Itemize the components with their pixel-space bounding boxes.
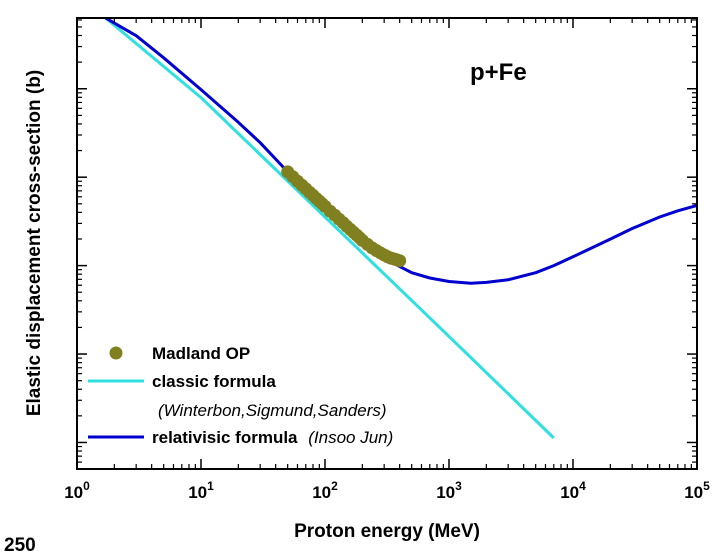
legend-marker-madland: [109, 346, 123, 360]
legend-note-relativistic: (Insoo Jun): [308, 428, 393, 447]
series-line-2: [104, 18, 697, 285]
legend-label-madland: Madland OP: [152, 344, 250, 363]
x-tick-label: 102: [312, 479, 338, 502]
series-line-1: [104, 18, 555, 440]
x-tick-label: 101: [188, 479, 214, 502]
annotation-label: p+Fe: [470, 59, 527, 86]
x-tick-label: 103: [436, 479, 462, 502]
plot-points: [281, 165, 407, 268]
legend-label-relativistic-main: relativisic formula: [152, 428, 298, 447]
legend: Madland OP classic formula (Winterbon,Si…: [88, 344, 393, 447]
plot-frame: [76, 17, 698, 470]
y-axis-title: Elastic displacement cross-section (b): [24, 70, 45, 416]
axis-ticks: [76, 18, 698, 469]
x-axis-title: Proton energy (MeV): [294, 521, 480, 542]
x-tick-label: 100: [64, 479, 90, 502]
x-tick-label: 105: [684, 479, 710, 502]
legend-note-classic: (Winterbon,Sigmund,Sanders): [158, 401, 387, 420]
plot-series: [104, 18, 697, 440]
x-tick-labels: 100 101 102 103 104 105: [64, 479, 710, 502]
data-point: [393, 254, 407, 268]
corner-label: 250: [4, 535, 36, 551]
legend-label-classic: classic formula: [152, 372, 276, 391]
x-tick-label: 104: [560, 479, 586, 502]
legend-label-relativistic: relativisic formula (Insoo Jun): [152, 428, 393, 447]
